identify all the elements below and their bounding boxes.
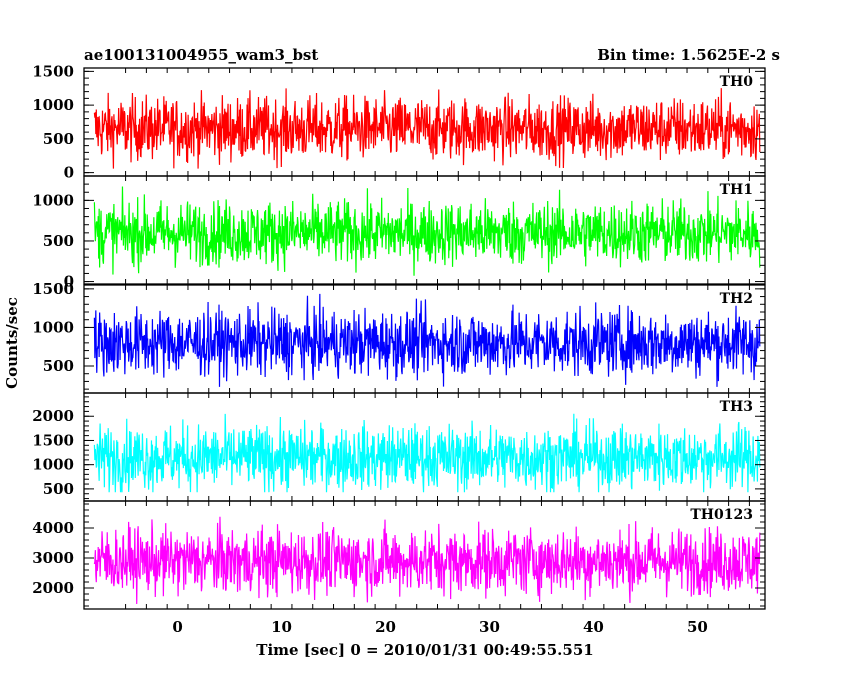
y-tick-label: 1000 [32, 456, 74, 474]
y-tick-label: 500 [43, 232, 74, 250]
y-tick-label: 3000 [32, 549, 74, 567]
y-tick-label: 1000 [32, 96, 74, 114]
y-tick-label: 1500 [32, 431, 74, 449]
chart-title: ae100131004955_wam3_bst [84, 46, 318, 64]
x-tick-label: 40 [583, 618, 604, 636]
y-tick-label: 1000 [32, 318, 74, 336]
panels-group: 050010001500TH005001000TH150010001500TH2… [32, 62, 766, 636]
panel-th1: 0 500 1000 TH1 [32, 175, 766, 291]
y-tick-label: 0 [64, 164, 74, 182]
panel-label-th0123: TH0123 [690, 507, 753, 523]
panel-label-th3: TH3 [720, 399, 753, 415]
bin-time-label: Bin time: 1.5625E-2 s [597, 46, 780, 64]
y-tick-label: 4000 [32, 519, 74, 537]
panel-th2: 500 1000 1500 TH2 [32, 280, 766, 394]
series-line-th1 [93, 186, 761, 276]
series-line-th0123 [93, 516, 761, 604]
y-tick-label: 1500 [32, 280, 74, 298]
panel-th3: 500 1000 1500 2000 TH3 [32, 392, 766, 502]
series-line-th2 [93, 293, 761, 387]
panel-label-th0: TH0 [720, 74, 754, 90]
panel-label-th1: TH1 [720, 182, 753, 198]
x-tick-label: 30 [479, 618, 500, 636]
series-line-th3 [93, 413, 761, 493]
x-tick-label: 20 [375, 618, 396, 636]
panel-frame [83, 175, 766, 285]
y-tick-label: 500 [43, 357, 74, 375]
series-line-th0 [93, 88, 761, 169]
y-tick-label: 500 [43, 130, 74, 148]
panel-label-th2: TH2 [720, 291, 753, 307]
x-tick-label: 50 [687, 618, 708, 636]
panel-frame [83, 500, 766, 610]
y-tick-label: 2000 [32, 579, 74, 597]
y-tick-label: 1000 [32, 191, 74, 209]
x-tick-label: 0 [172, 618, 182, 636]
panel-th0123: 2000 3000 4000 TH0123 [32, 500, 766, 610]
panel-th0: 0 500 1000 1500 TH0 [32, 62, 766, 182]
x-tick-label: 10 [271, 618, 292, 636]
y-tick-label: 500 [43, 480, 74, 498]
y-tick-label: 0 [64, 273, 74, 291]
y-axis-label: Counts/sec [3, 297, 21, 389]
panel-frame [83, 392, 766, 502]
y-tick-label: 2000 [32, 407, 74, 425]
y-tick-label: 1500 [32, 62, 74, 80]
x-axis-label: Time [sec] 0 = 2010/01/31 00:49:55.551 [256, 641, 593, 659]
